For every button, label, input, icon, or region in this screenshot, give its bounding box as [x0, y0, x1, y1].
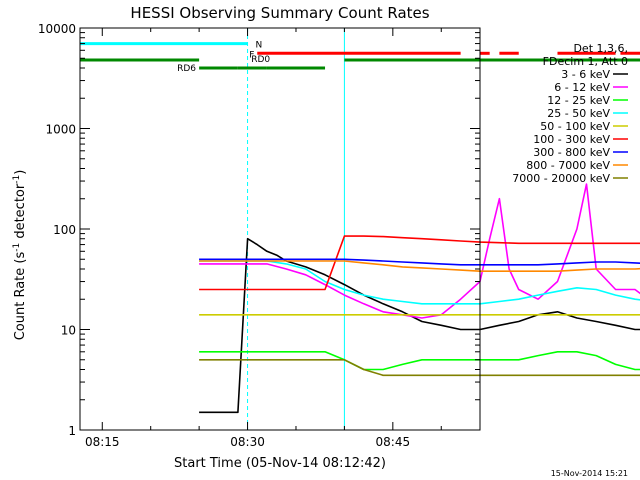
y-axis-label: Count Rate (s-1 detector-1) — [12, 170, 28, 341]
legend-header-0: Det 1,3,6, — [573, 42, 628, 55]
series-line-0 — [199, 237, 640, 414]
legend-label-6: 300 - 800 keV — [533, 146, 610, 159]
series-line-4 — [199, 313, 640, 316]
legend-label-1: 6 - 12 keV — [554, 81, 610, 94]
series-line-8 — [199, 358, 640, 377]
x-tick-label-2: 08:45 — [376, 435, 411, 449]
legend-label-8: 7000 - 20000 keV — [512, 172, 610, 185]
x-tick-label-0: 08:15 — [85, 435, 120, 449]
plot-frame — [79, 27, 481, 431]
footer-date: 15-Nov-2014 15:21 — [551, 469, 628, 478]
flag-label-1: F — [249, 50, 254, 60]
flag-label-2: RD0 — [251, 55, 270, 65]
series-line-2 — [199, 350, 640, 371]
series-line-7 — [199, 260, 640, 273]
legend-label-0: 3 - 6 keV — [561, 68, 610, 81]
flag-label-3: RD6 — [177, 64, 196, 74]
y-axis-label-end: ) — [13, 170, 28, 175]
y-tick-label-4: 10000 — [38, 22, 76, 36]
x-axis-label: Start Time (05-Nov-14 08:12:42) — [174, 456, 386, 471]
y-tick-label-3: 1000 — [45, 123, 76, 137]
series-line-5 — [199, 235, 640, 291]
legend-label-3: 25 - 50 keV — [547, 107, 610, 120]
x-tick-label-1: 08:30 — [230, 435, 265, 449]
legend-label-5: 100 - 300 keV — [533, 133, 610, 146]
series-line-1 — [199, 183, 640, 319]
legend-label-4: 50 - 100 keV — [540, 120, 610, 133]
y-tick-label-0: 1 — [68, 424, 76, 438]
legend-label-2: 12 - 25 keV — [547, 94, 610, 107]
chart-title: HESSI Observing Summary Count Rates — [130, 4, 429, 22]
y-tick-label-2: 100 — [53, 223, 76, 237]
flag-label-0: N — [256, 41, 263, 51]
legend-label-7: 800 - 7000 keV — [526, 159, 610, 172]
series-line-3 — [199, 260, 640, 305]
axes: 08:15 08:30 08:45 1 10 100 1000 10000 — [38, 22, 480, 449]
y-axis-label-main: Count Rate (s — [13, 252, 28, 341]
y-axis-label-sup2: -1 — [12, 175, 22, 184]
series-lines — [199, 183, 640, 414]
legend-header-1: FDecim 1, Att 0 — [543, 55, 628, 68]
y-tick-label-1: 10 — [61, 324, 76, 338]
y-axis-label-sup1: -1 — [12, 243, 22, 252]
series-line-6 — [199, 258, 640, 266]
y-axis-label-mid: detector — [13, 183, 28, 243]
